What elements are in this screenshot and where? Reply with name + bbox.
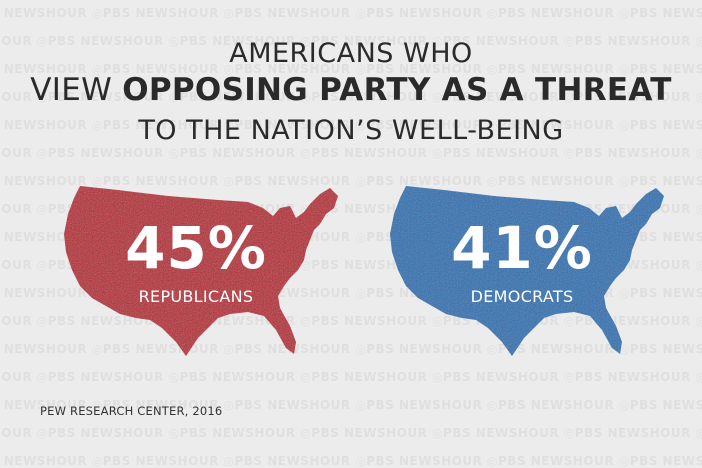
source-note: PEW RESEARCH CENTER, 2016 — [40, 404, 223, 418]
republicans-map: 45% REPUBLICANS — [58, 178, 348, 368]
republicans-label: REPUBLICANS — [138, 287, 254, 306]
title-line-2-prefix: VIEW — [30, 72, 123, 108]
watermark-row: ◎PBS NEWSHOUR ◎PBS NEWSHOUR ◎PBS NEWSHOU… — [0, 370, 702, 384]
title-line-2: VIEW OPPOSING PARTY AS A THREAT — [0, 72, 702, 108]
democrats-value-label: 41% — [451, 214, 593, 282]
watermark-row: ◎PBS NEWSHOUR ◎PBS NEWSHOUR ◎PBS NEWSHOU… — [0, 6, 702, 20]
democrats-label: DEMOCRATS — [470, 287, 574, 306]
democrats-map: 41% DEMOCRATS — [384, 178, 674, 368]
title-line-3: TO THE NATION’S WELL-BEING — [138, 115, 564, 146]
watermark-row: ◎PBS NEWSHOUR ◎PBS NEWSHOUR ◎PBS NEWSHOU… — [0, 454, 702, 468]
usa-map-icon — [390, 186, 664, 356]
title-line-1: AMERICANS WHO — [229, 38, 473, 69]
republicans-value-label: 45% — [125, 214, 267, 282]
title-line-2-emphasis: OPPOSING PARTY AS A THREAT — [122, 72, 672, 108]
watermark-row: ◎PBS NEWSHOUR ◎PBS NEWSHOUR ◎PBS NEWSHOU… — [0, 146, 702, 160]
usa-map-icon — [64, 186, 338, 356]
watermark-row: ◎PBS NEWSHOUR ◎PBS NEWSHOUR ◎PBS NEWSHOU… — [0, 426, 702, 440]
